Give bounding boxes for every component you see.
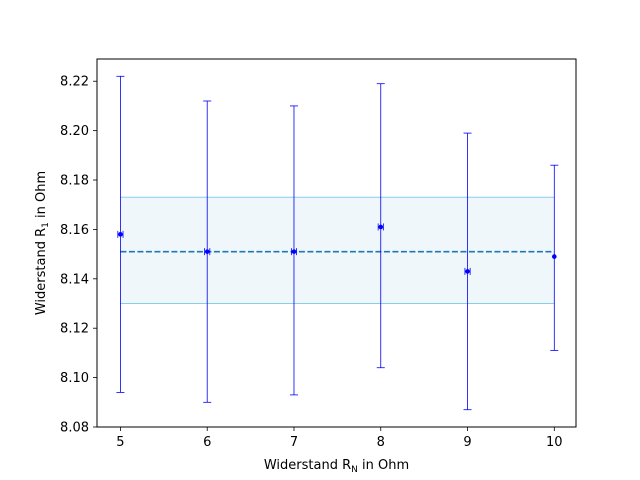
y-tick-label: 8.20 <box>60 124 89 139</box>
y-tick-label: 8.18 <box>60 174 89 189</box>
point-marker <box>552 254 557 259</box>
y-tick-label: 8.14 <box>60 272 89 287</box>
axes-frame <box>96 58 577 428</box>
data-point-1 <box>116 75 125 393</box>
y-tick-label: 8.12 <box>60 322 89 337</box>
x-tick-label: 8 <box>377 435 385 450</box>
data-point-5 <box>463 132 472 411</box>
x-tick-label: 9 <box>463 435 471 450</box>
data-point-3 <box>289 105 298 396</box>
data-point-2 <box>203 100 212 403</box>
point-marker <box>118 232 123 237</box>
point-marker <box>378 224 384 230</box>
x-tick-label: 10 <box>546 435 563 450</box>
y-tick-label: 8.16 <box>60 223 89 238</box>
x-axis-label: Widerstand RN in Ohm <box>264 458 409 475</box>
data-point-6 <box>550 164 559 351</box>
uncertainty-band <box>120 196 555 305</box>
x-tick-label: 7 <box>290 435 298 450</box>
y-tick-label: 8.08 <box>60 421 89 436</box>
band-fill <box>120 197 555 304</box>
data-points <box>116 75 559 411</box>
y-axis-ticks: 8.08 8.10 8.12 8.14 8.16 8.18 8.20 8.22 <box>60 75 97 436</box>
point-marker <box>204 249 210 254</box>
x-tick-label: 6 <box>203 435 211 450</box>
y-tick-label: 8.10 <box>60 371 89 386</box>
point-marker <box>291 249 297 254</box>
x-axis-ticks: 5 6 7 8 9 10 <box>116 427 563 450</box>
y-tick-label: 8.22 <box>60 75 89 90</box>
point-marker <box>465 269 470 274</box>
data-point-4 <box>376 83 385 369</box>
x-tick-label: 5 <box>116 435 124 450</box>
y-axis-label: Widerstand R1 in Ohm <box>34 171 51 315</box>
